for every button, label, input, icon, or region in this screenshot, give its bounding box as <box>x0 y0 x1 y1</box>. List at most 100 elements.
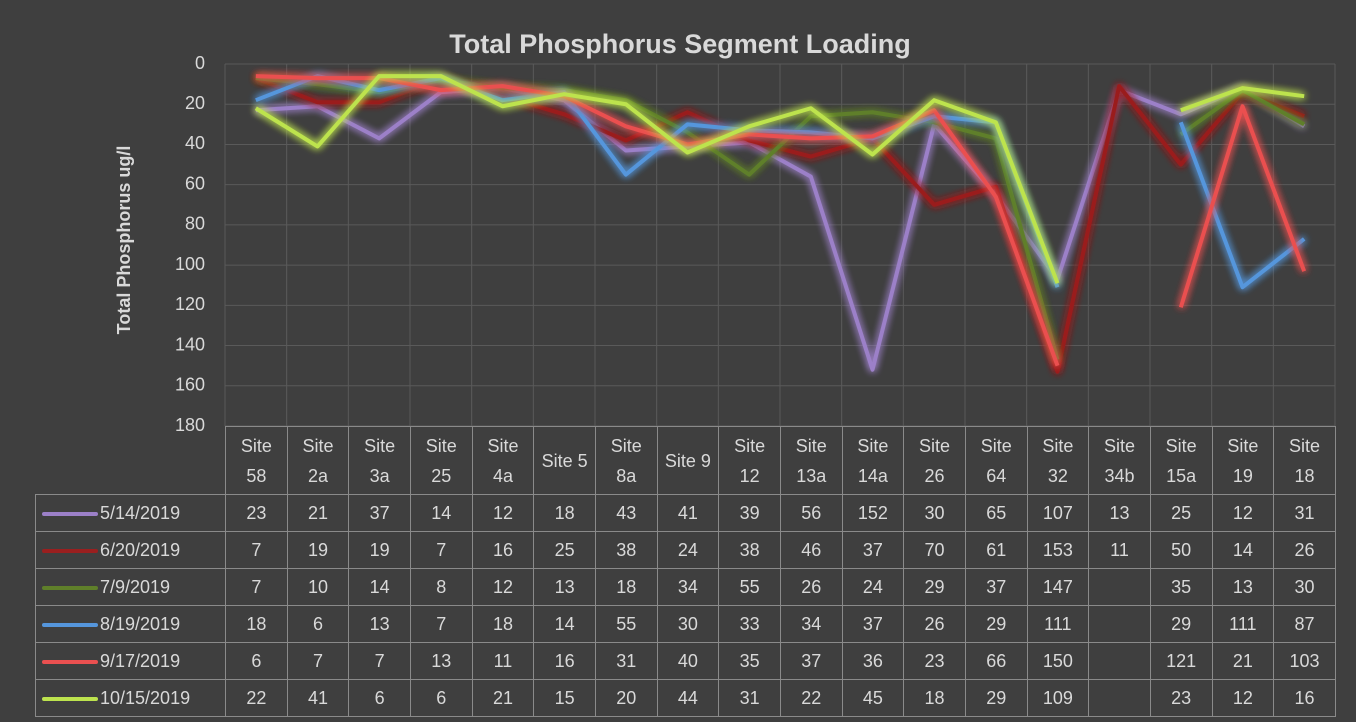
table-cell: 44 <box>656 679 720 717</box>
legend-swatch <box>42 623 98 628</box>
data-row: 10/15/2019 22 41 6 6 21 15 20 44 31 22 45 18 29 109 23 1… <box>35 679 1336 717</box>
table-cell: 19 <box>286 531 350 569</box>
table-cell: 18 <box>225 605 288 643</box>
table-cell: 7 <box>348 642 411 680</box>
table-cell: 13 <box>533 568 596 606</box>
table-cell: 87 <box>1273 605 1336 643</box>
y-tick-label: 0 <box>195 53 205 73</box>
table-cell: 35 <box>718 642 781 680</box>
table-cell: 21 <box>1211 642 1275 680</box>
x-tick-label: Site 13a <box>779 426 843 495</box>
table-cell: 18 <box>594 568 658 606</box>
header-row: Site 58 Site 2a Site 3a Site 25 Site 4a Site … <box>35 426 1336 495</box>
legend-swatch <box>42 697 98 702</box>
table-cell: 50 <box>1149 531 1213 569</box>
table-cell: 18 <box>471 605 535 643</box>
table-cell: 6 <box>409 679 473 717</box>
table-cell: 150 <box>1026 642 1090 680</box>
table-cell: 6 <box>225 642 288 680</box>
table-cell: 37 <box>841 531 905 569</box>
table-cell: 61 <box>964 531 1028 569</box>
table-cell: 16 <box>1273 679 1336 717</box>
data-table: Site 58 Site 2a Site 3a Site 25 Site 4a Site … <box>35 426 1336 717</box>
table-cell: 37 <box>841 605 905 643</box>
legend-cell: 5/14/2019 <box>35 494 226 532</box>
legend-swatch <box>42 586 98 591</box>
data-row: 8/19/2019 18 6 13 7 18 14 55 30 33 34 37 26 29 111 29 11… <box>35 605 1336 643</box>
x-tick-label: Site 34b <box>1088 426 1151 495</box>
series-line <box>255 74 1307 367</box>
y-tick-label: 140 <box>175 334 205 354</box>
table-cell: 31 <box>718 679 781 717</box>
blank-cell <box>35 426 226 495</box>
table-cell: 103 <box>1273 642 1336 680</box>
x-tick-label: Site 64 <box>964 426 1028 495</box>
table-cell: 30 <box>903 494 966 532</box>
legend-label: 9/17/2019 <box>100 651 181 671</box>
table-cell: 7 <box>225 568 288 606</box>
x-tick-label: Site 9 <box>656 426 720 495</box>
table-cell: 37 <box>348 494 411 532</box>
y-tick-label: 160 <box>175 375 205 395</box>
table-cell: 107 <box>1026 494 1090 532</box>
table-cell <box>1088 642 1151 680</box>
table-cell: 23 <box>903 642 966 680</box>
table-cell: 14 <box>1211 531 1275 569</box>
table-cell: 7 <box>286 642 350 680</box>
legend-cell: 6/20/2019 <box>35 531 226 569</box>
grid <box>224 63 1336 427</box>
table-cell: 6 <box>348 679 411 717</box>
table-cell: 11 <box>1088 531 1151 569</box>
table-cell: 38 <box>718 531 781 569</box>
table-cell: 29 <box>903 568 966 606</box>
x-tick-label: Site 4a <box>471 426 535 495</box>
x-tick-label: Site 58 <box>225 426 288 495</box>
table-cell: 147 <box>1026 568 1090 606</box>
table-cell: 38 <box>594 531 658 569</box>
table-cell: 109 <box>1026 679 1090 717</box>
table-cell: 111 <box>1026 605 1090 643</box>
table-cell: 13 <box>409 642 473 680</box>
table-cell: 11 <box>471 642 535 680</box>
y-tick-label: 40 <box>185 133 205 153</box>
x-tick-label: Site 32 <box>1026 426 1090 495</box>
series-line <box>255 74 1306 290</box>
table-cell: 13 <box>1088 494 1151 532</box>
table-cell: 70 <box>903 531 966 569</box>
table-cell: 8 <box>409 568 473 606</box>
table-cell: 18 <box>903 679 966 717</box>
table-cell: 16 <box>471 531 535 569</box>
table-cell: 65 <box>964 494 1028 532</box>
table-cell: 30 <box>1273 568 1336 606</box>
legend-cell: 7/9/2019 <box>35 568 226 606</box>
series-line <box>254 74 1305 284</box>
table-cell: 121 <box>1149 642 1213 680</box>
y-tick-label: 100 <box>175 254 205 274</box>
table-cell: 46 <box>779 531 843 569</box>
chart-title: Total Phosphorus Segment Loading <box>449 29 911 59</box>
table-cell: 34 <box>656 568 720 606</box>
x-tick-label: Site 25 <box>409 426 473 495</box>
x-tick-label: Site 5 <box>533 426 596 495</box>
x-tick-label: Site 3a <box>348 426 411 495</box>
legend-swatch <box>42 549 98 554</box>
table-cell: 22 <box>225 679 288 717</box>
table-cell: 19 <box>348 531 411 569</box>
table-cell: 33 <box>718 605 781 643</box>
x-tick-label: Site 12 <box>718 426 781 495</box>
table-cell: 55 <box>594 605 658 643</box>
table-cell: 25 <box>1149 494 1213 532</box>
y-tick-label: 80 <box>185 214 205 234</box>
table-cell: 21 <box>471 679 535 717</box>
table-cell: 66 <box>964 642 1028 680</box>
table-cell: 26 <box>903 605 966 643</box>
table-cell: 37 <box>779 642 843 680</box>
legend-cell: 10/15/2019 <box>35 679 226 717</box>
table-cell: 21 <box>286 494 350 532</box>
table-cell: 30 <box>656 605 720 643</box>
table-cell: 26 <box>779 568 843 606</box>
legend-swatch <box>42 660 98 665</box>
table-cell: 152 <box>841 494 905 532</box>
